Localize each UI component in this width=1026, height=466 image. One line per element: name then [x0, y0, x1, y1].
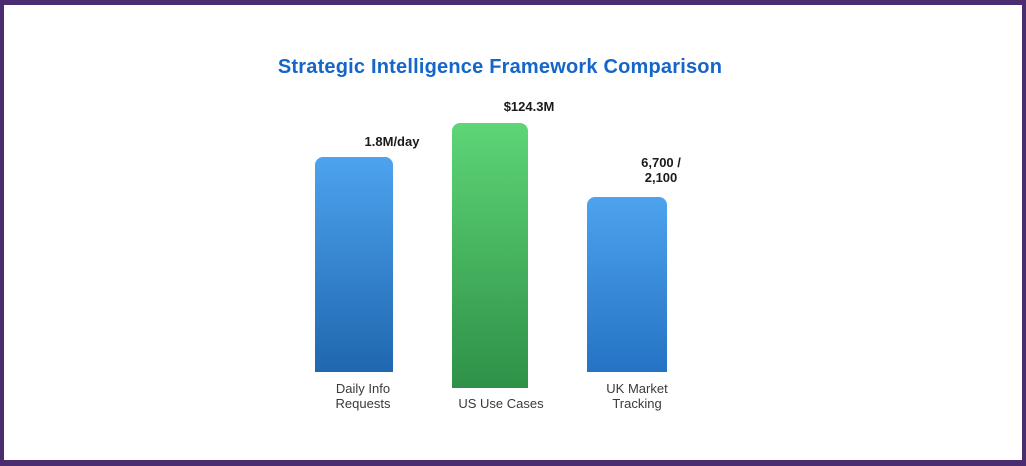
value-label-line: 2,100 [644, 170, 678, 185]
category-label-line: Daily Info [335, 381, 391, 396]
value-label-2: $124.3M [504, 99, 555, 114]
value-label-line: 1.8M/day [364, 134, 420, 149]
bar-3 [587, 197, 667, 372]
bar-1 [315, 157, 393, 372]
category-label-line: Tracking [612, 396, 662, 411]
category-label-line: UK Market [606, 381, 668, 396]
value-label-line: 6,700 / [641, 155, 681, 170]
value-label-3: 6,700 /2,100 [641, 155, 681, 185]
category-label-3: UK Market Tracking [606, 381, 667, 411]
bar-2 [452, 123, 528, 388]
value-label-line: $124.3M [503, 99, 555, 114]
category-label-2: US Use Cases [458, 396, 543, 411]
category-label-1: Daily Info Requests [336, 381, 391, 411]
category-label-line: US Use Cases [458, 396, 544, 411]
category-label-line: Requests [335, 396, 391, 411]
chart-title: Strategic Intelligence Framework Compari… [277, 56, 723, 78]
value-label-1: 1.8M/day [365, 134, 420, 149]
